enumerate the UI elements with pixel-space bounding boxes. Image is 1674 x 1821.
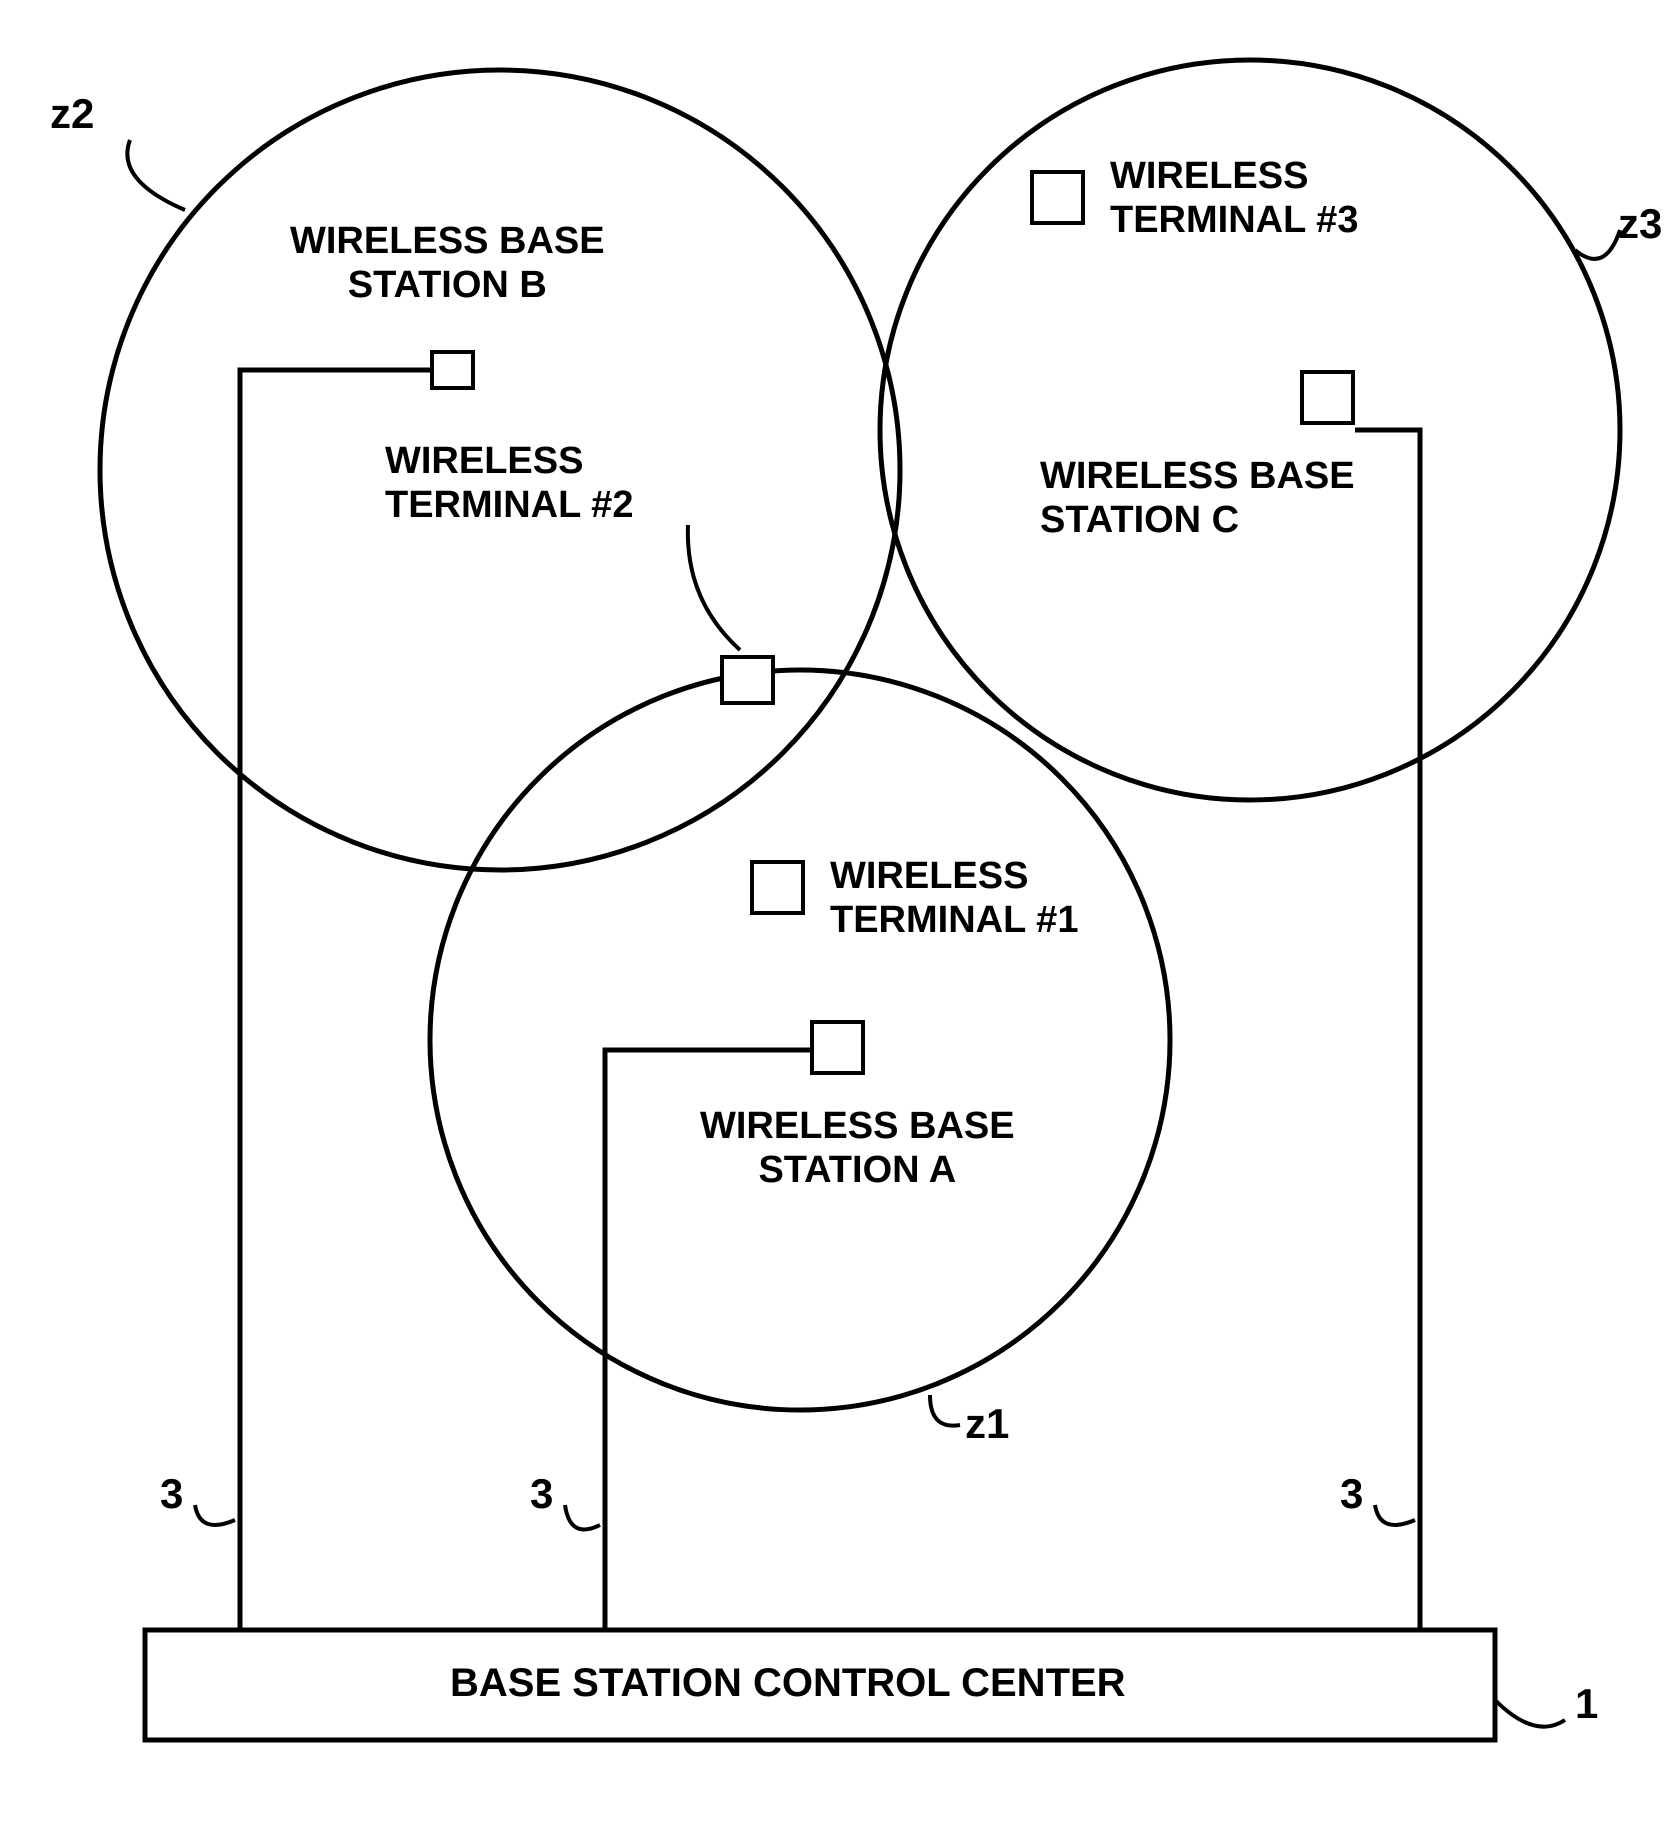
leader-cc-1 <box>1495 1700 1565 1727</box>
leader-z2 <box>127 140 185 210</box>
wire-label-3-right: 3 <box>1340 1470 1363 1518</box>
wire-label-3-mid: 3 <box>530 1470 553 1518</box>
station-a-box <box>810 1020 865 1075</box>
diagram: z2 z3 z1 WIRELESS BASE STATION B WIRELES… <box>0 0 1674 1821</box>
zone-z2-label: z2 <box>50 90 94 138</box>
leader-z3 <box>1575 230 1620 259</box>
terminal-3-label: WIRELESS TERMINAL #3 <box>1110 155 1358 242</box>
terminal-1-box <box>750 860 805 915</box>
zone-z3-label: z3 <box>1618 200 1662 248</box>
zone-z1-label: z1 <box>965 1400 1009 1448</box>
wire-station-b <box>240 370 430 1630</box>
station-c-label: WIRELESS BASE STATION C <box>1040 455 1355 542</box>
terminal-1-label: WIRELESS TERMINAL #1 <box>830 855 1078 942</box>
station-b-box <box>430 350 475 390</box>
control-center-pointer-label: 1 <box>1575 1680 1598 1728</box>
wire-label-3-left: 3 <box>160 1470 183 1518</box>
leader-3-mid <box>565 1505 600 1530</box>
zone-z1 <box>430 670 1170 1410</box>
leader-terminal-2 <box>688 525 740 650</box>
station-c-box <box>1300 370 1355 425</box>
terminal-2-box <box>720 655 775 705</box>
leader-3-left <box>195 1505 235 1525</box>
station-a-label: WIRELESS BASE STATION A <box>700 1105 1015 1192</box>
leader-z1 <box>930 1395 960 1426</box>
terminal-3-box <box>1030 170 1085 225</box>
leader-3-right <box>1375 1505 1415 1525</box>
station-b-label: WIRELESS BASE STATION B <box>290 220 605 307</box>
terminal-2-label: WIRELESS TERMINAL #2 <box>385 440 633 527</box>
control-center-label: BASE STATION CONTROL CENTER <box>450 1660 1126 1706</box>
wire-station-c <box>1355 430 1420 1630</box>
